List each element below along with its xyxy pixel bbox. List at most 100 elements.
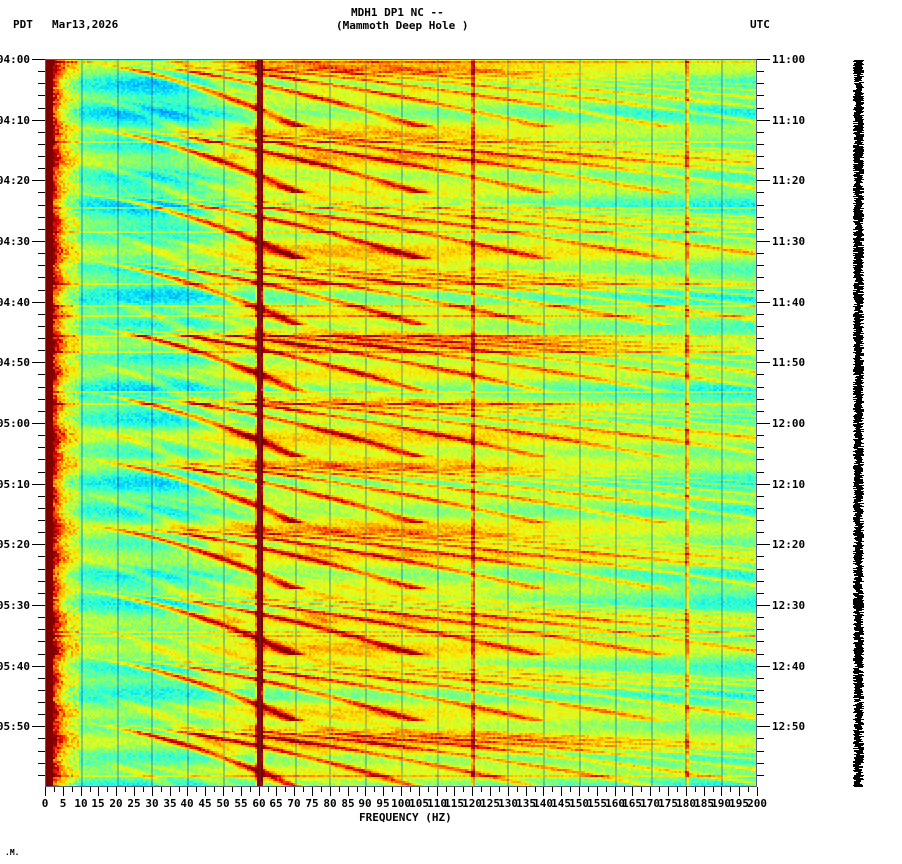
time-axis-utc-label: 12:00 <box>772 417 806 430</box>
time-axis-pdt-label: 05:20 <box>0 538 30 551</box>
frequency-axis-label-tick: 150 <box>569 797 589 810</box>
time-axis-utc-label: 11:30 <box>772 235 806 248</box>
time-axis-minor-tick <box>38 775 45 776</box>
frequency-axis-label-tick: 195 <box>729 797 749 810</box>
time-axis-minor-tick <box>757 168 764 169</box>
time-axis-major-tick <box>757 59 770 60</box>
frequency-axis-major-tick <box>526 787 527 796</box>
frequency-axis-major-tick <box>241 787 242 796</box>
frequency-axis-minor-tick <box>268 787 269 792</box>
frequency-axis-minor-tick <box>392 787 393 792</box>
frequency-axis-major-tick <box>45 787 46 796</box>
time-axis-minor-tick <box>757 569 764 570</box>
time-axis-minor-tick <box>757 738 764 739</box>
frequency-axis-label-tick: 135 <box>516 797 536 810</box>
time-axis-utc-label: 11:00 <box>772 53 806 66</box>
time-axis-minor-tick <box>38 714 45 715</box>
time-axis-minor-tick <box>757 253 764 254</box>
time-axis-minor-tick <box>38 326 45 327</box>
time-axis-minor-tick <box>757 702 764 703</box>
frequency-axis-major-tick <box>508 787 509 796</box>
time-axis-utc-label: 12:20 <box>772 538 806 551</box>
time-axis-utc-label: 12:30 <box>772 599 806 612</box>
time-axis-utc-label: 11:10 <box>772 114 806 127</box>
frequency-axis-minor-tick <box>446 787 447 792</box>
frequency-axis-label-tick: 10 <box>74 797 88 810</box>
time-axis-major-tick <box>757 484 770 485</box>
frequency-axis-minor-tick <box>125 787 126 792</box>
time-axis-minor-tick <box>38 569 45 570</box>
time-axis-minor-tick <box>757 472 764 473</box>
time-axis-minor-tick <box>757 192 764 193</box>
time-axis-minor-tick <box>757 714 764 715</box>
time-axis-major-tick <box>757 423 770 424</box>
frequency-axis-label-tick: 155 <box>587 797 607 810</box>
frequency-axis-minor-tick <box>161 787 162 792</box>
time-axis-pdt-label: 04:00 <box>0 53 30 66</box>
frequency-axis-major-tick <box>543 787 544 796</box>
frequency-axis-label-tick: 5 <box>59 797 67 810</box>
frequency-axis-label-tick: 110 <box>427 797 447 810</box>
spectrogram-canvas <box>45 59 757 787</box>
time-axis-minor-tick <box>38 132 45 133</box>
frequency-axis-minor-tick <box>481 787 482 792</box>
time-axis-pdt-label: 04:30 <box>0 235 30 248</box>
frequency-axis-minor-tick <box>588 787 589 792</box>
time-axis-major-tick <box>32 726 45 727</box>
time-axis-minor-tick <box>757 132 764 133</box>
time-axis-minor-tick <box>38 459 45 460</box>
time-axis-minor-tick <box>757 156 764 157</box>
time-axis-minor-tick <box>757 277 764 278</box>
frequency-axis-major-tick <box>472 787 473 796</box>
frequency-axis-label-tick: 60 <box>252 797 266 810</box>
frequency-axis-minor-tick <box>517 787 518 792</box>
frequency-axis-major-tick <box>704 787 705 796</box>
frequency-axis-minor-tick <box>303 787 304 792</box>
time-axis-minor-tick <box>757 593 764 594</box>
frequency-axis-major-tick <box>454 787 455 796</box>
time-axis-minor-tick <box>38 593 45 594</box>
frequency-axis-major-tick <box>170 787 171 796</box>
header-date: Mar13,2026 <box>52 18 119 31</box>
frequency-axis-major-tick <box>365 787 366 796</box>
time-axis-pdt-label: 05:10 <box>0 478 30 491</box>
frequency-axis-label-tick: 50 <box>216 797 230 810</box>
frequency-axis-major-tick <box>615 787 616 796</box>
time-axis-minor-tick <box>38 556 45 557</box>
frequency-axis-minor-tick <box>624 787 625 792</box>
time-axis-minor-tick <box>757 411 764 412</box>
frequency-axis-major-tick <box>116 787 117 796</box>
frequency-axis-major-tick <box>401 787 402 796</box>
frequency-axis-minor-tick <box>179 787 180 792</box>
time-axis-minor-tick <box>38 265 45 266</box>
time-axis-minor-tick <box>38 192 45 193</box>
frequency-axis-minor-tick <box>339 787 340 792</box>
time-axis-minor-tick <box>757 374 764 375</box>
time-axis-minor-tick <box>38 290 45 291</box>
frequency-axis-major-tick <box>312 787 313 796</box>
time-axis-minor-tick <box>38 95 45 96</box>
frequency-axis-label-tick: 185 <box>694 797 714 810</box>
time-axis-minor-tick <box>38 654 45 655</box>
frequency-axis-minor-tick <box>552 787 553 792</box>
frequency-axis-major-tick <box>187 787 188 796</box>
frequency-axis-minor-tick <box>677 787 678 792</box>
frequency-axis-minor-tick <box>748 787 749 792</box>
time-axis-minor-tick <box>757 265 764 266</box>
time-axis-major-tick <box>757 120 770 121</box>
frequency-axis-major-tick <box>348 787 349 796</box>
time-axis-minor-tick <box>757 387 764 388</box>
frequency-axis-major-tick <box>650 787 651 796</box>
time-axis-minor-tick <box>757 350 764 351</box>
frequency-axis-minor-tick <box>54 787 55 792</box>
frequency-axis-major-tick <box>152 787 153 796</box>
time-axis-pdt-label: 05:00 <box>0 417 30 430</box>
time-axis-pdt-label: 04:10 <box>0 114 30 127</box>
time-axis-utc-label: 12:40 <box>772 660 806 673</box>
frequency-axis-major-tick <box>721 787 722 796</box>
time-axis-minor-tick <box>38 617 45 618</box>
time-axis-minor-tick <box>38 374 45 375</box>
time-axis-minor-tick <box>757 229 764 230</box>
time-axis-minor-tick <box>38 83 45 84</box>
frequency-axis-minor-tick <box>196 787 197 792</box>
